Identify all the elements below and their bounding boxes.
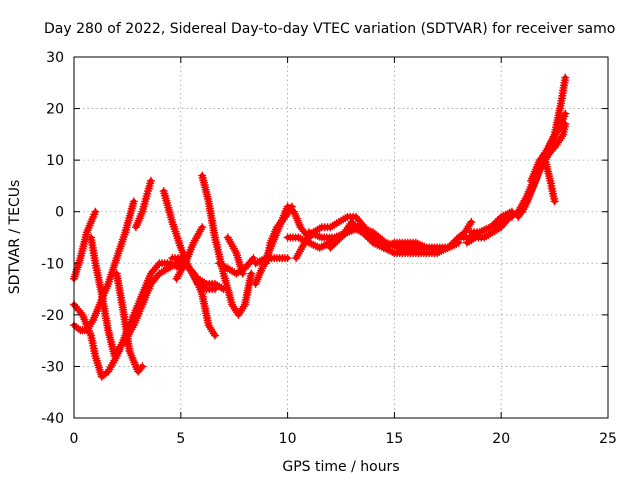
data-point [361,231,370,240]
x-axis-label: GPS time / hours [282,459,399,475]
data-point [238,269,247,278]
series-arc-6 [131,176,155,232]
data-point [561,73,570,82]
series-arc-5 [112,269,147,376]
plot-frame [73,56,609,419]
y-tick-label: -10 [41,256,64,272]
series-arc-13 [223,233,247,278]
data-point [331,238,340,247]
data-point [283,254,292,263]
data-point [247,269,256,278]
y-tick-label: -30 [41,359,64,375]
data-point [211,285,219,294]
data-point [333,236,342,245]
data-point [353,223,361,232]
series-arc-12 [215,254,258,278]
series-arc-9 [172,223,207,283]
data-point [146,176,155,185]
data-point [358,228,367,237]
x-tick-label: 0 [70,431,79,447]
data-point [550,197,559,206]
y-tick-label: 0 [55,205,64,221]
series-arc-20 [326,218,463,252]
series-layer [70,73,570,381]
x-tick-label: 20 [492,431,510,447]
data-point [287,202,296,211]
data-point [136,364,145,373]
data-point [211,331,219,340]
data-point [561,120,570,128]
series-arc-26 [518,120,570,216]
y-tick-label: -40 [41,411,64,427]
data-point [349,219,358,228]
data-point [363,233,372,242]
data-point [354,224,363,233]
y-tick-label: 30 [46,50,64,66]
y-tick-label: -20 [41,308,64,324]
data-point [129,197,138,206]
data-point [365,235,374,244]
series-arc-16 [251,254,292,268]
series-arc-7 [112,259,219,355]
data-point [351,221,360,230]
data-point [356,226,365,235]
x-tick-label: 5 [176,431,185,447]
data-point [326,243,335,252]
ticks: 0 5 10 15 20 25 -40 -30 -20 -10 0 10 20 30 [41,50,617,447]
data-point [91,207,100,216]
series-arc-27 [527,73,570,185]
data-point [328,242,337,251]
data-point [198,223,207,232]
data-point [329,240,338,249]
series-arc-10 [168,254,219,294]
data-point [138,362,147,371]
chart-title: Day 280 of 2022, Sidereal Day-to-day VTE… [44,21,615,37]
x-tick-label: 25 [599,431,617,447]
y-tick-label: 10 [46,153,64,169]
data-point [561,109,570,118]
data-point [249,254,258,263]
data-point [347,218,356,226]
x-tick-label: 10 [279,431,297,447]
y-tick-label: 20 [46,102,64,118]
y-axis-label: SDTVAR / TECUs [7,180,23,295]
data-point [360,230,369,239]
data-point [467,218,476,226]
series-arc-11 [198,171,256,319]
x-tick-label: 15 [385,431,403,447]
